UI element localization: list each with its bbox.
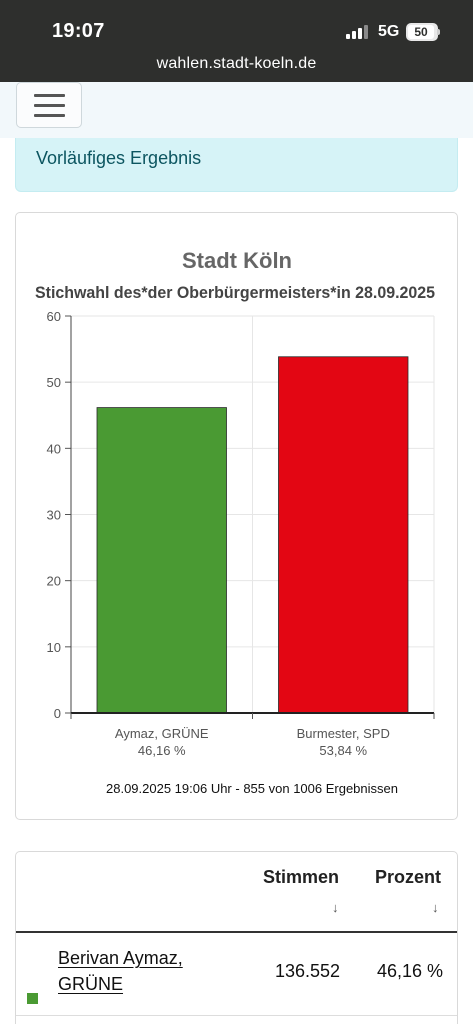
menu-toggle-button[interactable] [16, 82, 82, 128]
hamburger-icon [34, 114, 65, 117]
chart-footer: 28.09.2025 19:06 Uhr - 855 von 1006 Erge… [106, 781, 398, 796]
battery-level: 50 [408, 25, 434, 39]
header-stimmen[interactable]: Stimmen [263, 867, 340, 887]
x-tick-label: Aymaz, GRÜNE [115, 726, 209, 741]
bar-2 [278, 356, 409, 714]
y-tick-label: 40 [47, 441, 61, 456]
y-tick-label: 20 [47, 574, 61, 589]
url-bar[interactable]: wahlen.stadt-koeln.de [156, 55, 317, 72]
candidate-link[interactable]: Berivan Aymaz, GRÜNE [58, 948, 183, 994]
y-tick-label: 0 [54, 706, 61, 721]
y-tick-label: 10 [47, 640, 61, 655]
votes-cell: 136.552 [275, 961, 341, 981]
chart-card: Stadt Köln Stichwahl des*der Oberbürgerme… [15, 212, 458, 820]
status-alert: Vorläufiges Ergebnis [15, 138, 458, 192]
x-value-label: 46,16 % [138, 743, 186, 758]
sort-arrow-icon[interactable]: ↓ [432, 900, 439, 915]
battery-icon: 50 [406, 23, 438, 41]
sort-arrow-icon[interactable]: ↓ [332, 900, 339, 915]
bar-chart: Stadt Köln Stichwahl des*der Oberbürgerme… [35, 248, 435, 796]
percent-cell: 46,16 % [377, 961, 444, 981]
hamburger-icon [34, 94, 65, 97]
y-tick-label: 30 [47, 508, 61, 523]
party-color-marker [27, 993, 38, 1004]
network-label: 5G [378, 23, 400, 40]
signal-icon [346, 25, 370, 39]
x-value-label: 53,84 % [319, 743, 367, 758]
browser-top-bar: 19:07 5G 50 wahlen.stadt-koeln.de [0, 0, 473, 82]
y-tick-label: 50 [47, 375, 61, 390]
alert-text: Vorläufiges Ergebnis [36, 148, 202, 168]
results-table: Stimmen Prozent ↓ ↓ Berivan Aymaz, GRÜNE… [15, 851, 458, 1024]
table-header-divider [16, 931, 457, 933]
header-prozent[interactable]: Prozent [375, 867, 442, 887]
chart-title: Stadt Köln [182, 248, 292, 273]
status-time: 19:07 [52, 20, 105, 42]
x-tick-label: Burmester, SPD [297, 726, 390, 741]
row-divider [16, 1015, 457, 1016]
y-tick-label: 60 [47, 309, 61, 324]
bar-1 [96, 407, 227, 714]
hamburger-icon [34, 104, 65, 107]
battery-nub [437, 29, 440, 35]
chart-subtitle: Stichwahl des*der Oberbürgermeisters*in … [35, 283, 435, 302]
